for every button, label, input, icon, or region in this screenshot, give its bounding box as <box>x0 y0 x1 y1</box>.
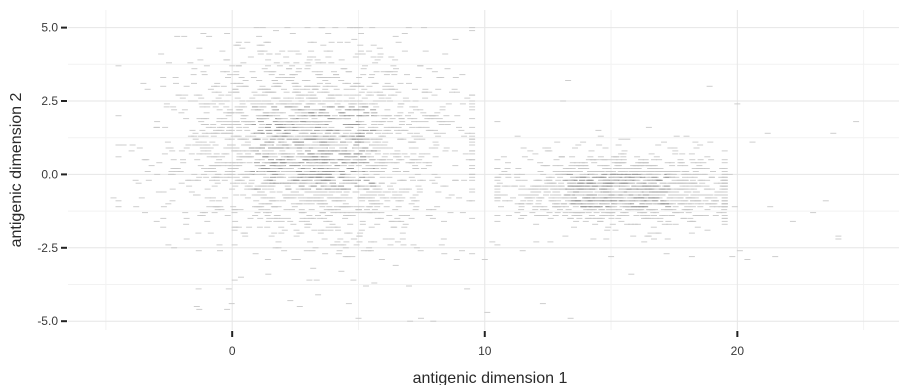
data-points <box>110 27 860 322</box>
x-axis-ticks: 0 10 20 <box>229 331 745 358</box>
x-tick-label: 0 <box>229 344 236 358</box>
y-axis-label: antigenic dimension 2 <box>8 93 25 248</box>
y-tick-label: 5.0 <box>41 21 58 35</box>
x-tick-label: 10 <box>478 344 492 358</box>
y-tick-label: 0.0 <box>41 167 58 181</box>
y-tick-label: -2.5 <box>37 241 58 255</box>
x-axis-label: antigenic dimension 1 <box>413 370 568 385</box>
y-tick-label: -5.0 <box>37 314 58 328</box>
grid-minor <box>68 10 899 330</box>
plot-background <box>68 10 899 330</box>
x-tick-label: 20 <box>731 344 745 358</box>
y-tick-label: 2.5 <box>41 94 58 108</box>
y-axis-ticks: -5.0 -2.5 0.0 2.5 5.0 <box>37 21 67 328</box>
